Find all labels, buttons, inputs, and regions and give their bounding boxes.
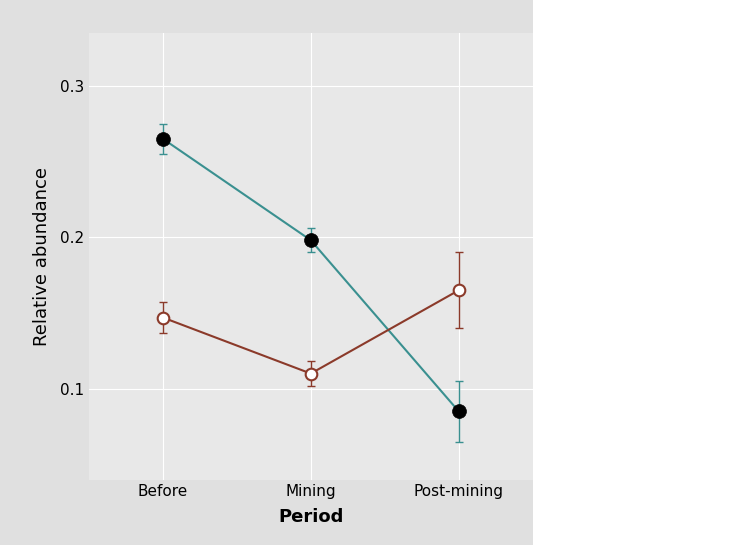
Y-axis label: Relative abundance: Relative abundance [33, 167, 51, 346]
Point [453, 407, 465, 416]
Point [305, 236, 317, 245]
Point [157, 135, 169, 143]
Legend: Control, Impacted: Control, Impacted [549, 107, 689, 211]
X-axis label: Period: Period [278, 508, 343, 526]
Point [157, 313, 169, 322]
Point [305, 369, 317, 378]
Point [453, 286, 465, 295]
